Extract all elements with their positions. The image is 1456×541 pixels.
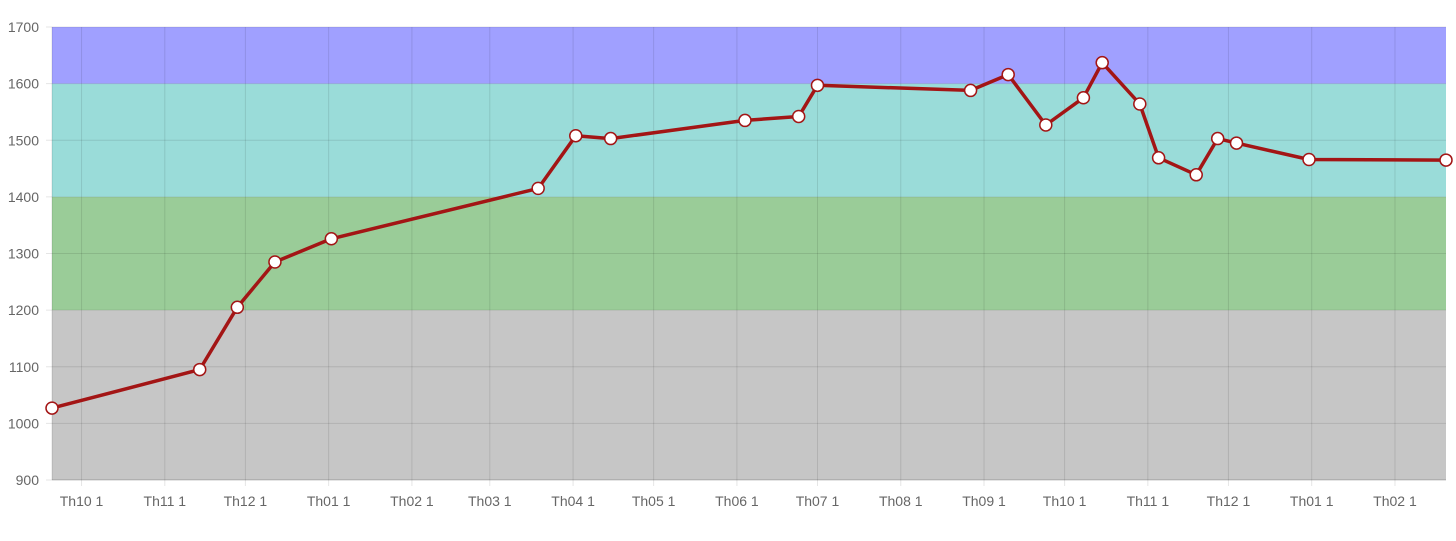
data-point[interactable] bbox=[1189, 168, 1203, 182]
data-point[interactable] bbox=[192, 362, 207, 377]
data-point[interactable] bbox=[230, 300, 245, 315]
data-point[interactable] bbox=[1302, 152, 1316, 167]
y-tick-label: 1500 bbox=[8, 132, 39, 148]
y-tick-label: 1000 bbox=[8, 415, 39, 431]
data-point[interactable] bbox=[1001, 67, 1015, 82]
x-tick-label: Th02 1 bbox=[390, 493, 434, 509]
band-1 bbox=[52, 196, 1446, 311]
data-point[interactable] bbox=[603, 131, 618, 146]
data-point[interactable] bbox=[1095, 55, 1109, 70]
x-tick-label: Th10 1 bbox=[60, 493, 104, 509]
data-point[interactable] bbox=[1151, 151, 1166, 165]
x-tick-label: Th02 1 bbox=[1373, 493, 1417, 509]
data-point[interactable] bbox=[963, 83, 978, 98]
x-tick-label: Th01 1 bbox=[307, 493, 351, 509]
data-point[interactable] bbox=[738, 113, 752, 128]
y-tick-label: 1300 bbox=[8, 246, 39, 262]
x-tick-label: Th11 1 bbox=[1127, 493, 1170, 509]
x-tick-label: Th09 1 bbox=[962, 493, 1006, 509]
x-tick-label: Th04 1 bbox=[551, 493, 595, 509]
x-tick-label: Th11 1 bbox=[144, 493, 187, 509]
data-point[interactable] bbox=[1039, 118, 1053, 132]
data-point[interactable] bbox=[1229, 136, 1244, 150]
band-0 bbox=[52, 310, 1446, 480]
x-tick-label: Th10 1 bbox=[1043, 493, 1087, 509]
x-tick-label: Th12 1 bbox=[224, 493, 268, 509]
data-point[interactable] bbox=[569, 128, 583, 143]
y-tick-label: 1100 bbox=[9, 359, 39, 375]
data-point[interactable] bbox=[268, 255, 282, 269]
data-point[interactable] bbox=[324, 232, 339, 246]
data-point[interactable] bbox=[791, 109, 806, 124]
data-point[interactable] bbox=[1439, 153, 1453, 167]
x-tick-label: Th07 1 bbox=[796, 493, 840, 509]
x-tick-label: Th03 1 bbox=[468, 493, 512, 509]
x-tick-label: Th01 1 bbox=[1290, 493, 1334, 509]
y-tick-label: 900 bbox=[16, 472, 40, 488]
data-point[interactable] bbox=[531, 181, 545, 196]
x-tick-label: Th05 1 bbox=[632, 493, 676, 509]
y-tick-label: 1600 bbox=[8, 76, 39, 92]
data-point[interactable] bbox=[45, 401, 59, 415]
x-tick-label: Th06 1 bbox=[715, 493, 759, 509]
data-point[interactable] bbox=[1076, 91, 1091, 105]
data-point[interactable] bbox=[1133, 97, 1147, 111]
x-tick-label: Th08 1 bbox=[879, 493, 923, 509]
data-point[interactable] bbox=[1210, 131, 1225, 146]
band-3 bbox=[52, 27, 1446, 84]
y-tick-label: 1700 bbox=[8, 19, 39, 35]
y-tick-label: 1400 bbox=[8, 189, 39, 205]
data-point[interactable] bbox=[810, 78, 825, 93]
x-tick-label: Th12 1 bbox=[1207, 493, 1251, 509]
y-tick-label: 1200 bbox=[8, 302, 39, 318]
